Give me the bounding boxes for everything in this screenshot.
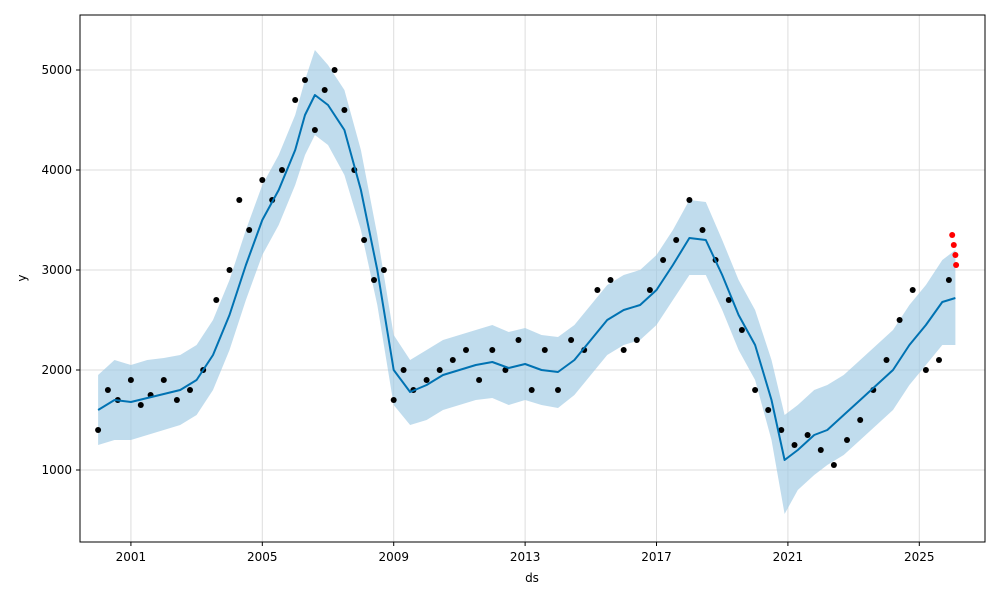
observed-point — [436, 367, 443, 373]
observed-point — [660, 257, 667, 263]
observed-point — [515, 337, 522, 343]
x-tick-label: 2001 — [116, 550, 147, 564]
observed-point — [279, 167, 285, 173]
observed-point — [699, 227, 706, 233]
observed-point — [633, 337, 640, 343]
observed-point — [568, 337, 575, 343]
observed-point — [380, 267, 387, 273]
observed-point — [528, 387, 535, 393]
observed-point — [104, 387, 111, 393]
observed-point — [725, 297, 732, 303]
plot-frame — [79, 14, 986, 543]
x-tick-label: 2017 — [641, 550, 672, 564]
x-tick-label: 2013 — [510, 550, 541, 564]
observed-point — [896, 317, 903, 323]
observed-point — [607, 277, 614, 283]
observed-point — [423, 377, 430, 383]
observed-point — [476, 377, 483, 383]
y-axis-label: y — [15, 274, 29, 281]
observed-point — [302, 77, 308, 83]
observed-point — [400, 367, 407, 373]
forecast-point — [952, 252, 959, 258]
observed-point — [883, 357, 890, 363]
observed-point — [463, 347, 469, 353]
observed-point — [259, 177, 266, 183]
observed-point — [620, 347, 627, 353]
observed-point — [738, 327, 745, 333]
observed-point — [804, 432, 811, 438]
y-tick-label: 4000 — [41, 163, 72, 177]
observed-point — [765, 407, 772, 413]
observed-point — [331, 67, 338, 73]
observed-point — [236, 197, 243, 203]
observed-point — [936, 357, 942, 363]
y-tick-label: 3000 — [41, 263, 72, 277]
x-tick-label: 2025 — [904, 550, 935, 564]
observed-point — [817, 447, 824, 453]
observed-point — [127, 377, 134, 383]
observed-point — [311, 127, 318, 133]
forecast-point — [953, 262, 960, 268]
observed-point — [673, 237, 680, 243]
observed-point — [321, 87, 328, 93]
observed-point — [844, 437, 850, 443]
forecast-point — [949, 232, 956, 238]
forecast-line — [97, 94, 956, 461]
observed-point — [555, 387, 561, 393]
x-tick-label: 2005 — [247, 550, 278, 564]
observed-point — [857, 417, 864, 423]
observed-point — [341, 107, 348, 113]
observed-point — [945, 277, 952, 283]
observed-point — [390, 397, 397, 403]
forecast-point — [950, 242, 957, 248]
observed-point — [778, 427, 785, 433]
observed-point — [686, 197, 693, 203]
observed-point — [371, 277, 377, 283]
forecast-points-layer — [949, 232, 960, 268]
observed-point — [173, 397, 180, 403]
x-axis-label: ds — [525, 571, 539, 585]
observed-point — [361, 237, 368, 243]
observed-point — [541, 347, 548, 353]
x-tick-label: 2021 — [773, 550, 804, 564]
observed-point — [646, 287, 653, 293]
y-axis-ticks: 1000 2000 3000 4000 5000 — [41, 63, 80, 477]
observed-point — [95, 427, 102, 433]
observed-point — [226, 267, 233, 273]
observed-point — [213, 297, 220, 303]
observed-point — [489, 347, 496, 353]
observed-point — [292, 97, 299, 103]
x-tick-label: 2009 — [378, 550, 409, 564]
y-tick-label: 5000 — [41, 63, 72, 77]
observed-point — [752, 387, 759, 393]
observed-point — [502, 367, 509, 373]
observed-point — [160, 377, 167, 383]
y-tick-label: 2000 — [41, 363, 72, 377]
observed-point — [830, 462, 837, 468]
observed-point — [791, 442, 798, 448]
observed-point — [909, 287, 916, 293]
observed-point — [187, 387, 193, 393]
observed-point — [449, 357, 456, 363]
observed-point — [594, 287, 601, 293]
x-axis-ticks: 2001 2005 2009 2013 2017 2021 2025 — [116, 542, 935, 564]
y-tick-label: 1000 — [41, 463, 72, 477]
forecast-line-layer — [97, 94, 956, 461]
observed-point — [246, 227, 253, 233]
observed-point — [922, 367, 929, 373]
observed-point — [137, 402, 144, 408]
